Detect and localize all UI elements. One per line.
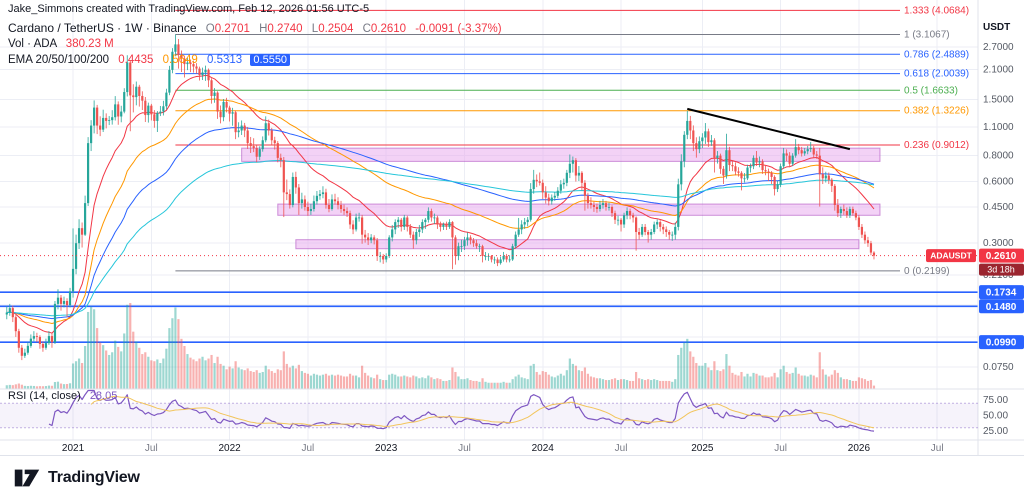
svg-text:0.236 (0.9012): 0.236 (0.9012) <box>904 140 969 151</box>
svg-text:2021: 2021 <box>62 443 85 454</box>
svg-text:1.1000: 1.1000 <box>983 122 1014 133</box>
svg-text:Jul: Jul <box>615 443 628 454</box>
svg-text:2022: 2022 <box>218 443 241 454</box>
svg-text:2026: 2026 <box>848 443 871 454</box>
svg-text:USDT: USDT <box>983 22 1010 33</box>
svg-text:2.1000: 2.1000 <box>983 64 1014 75</box>
svg-text:Jul: Jul <box>931 443 944 454</box>
rsi-pane[interactable]: 75.00 50.00 25.00 <box>0 389 1008 437</box>
svg-text:Jul: Jul <box>774 443 787 454</box>
price-axis[interactable]: USDT 2.7000 2.1000 1.5000 1.1000 0.8000 0.6000… <box>926 22 1024 373</box>
svg-text:1.333 (4.0684): 1.333 (4.0684) <box>904 5 969 16</box>
svg-text:2024: 2024 <box>532 443 555 454</box>
svg-text:0.6000: 0.6000 <box>983 176 1014 187</box>
svg-text:0.382 (1.3226): 0.382 (1.3226) <box>904 106 969 117</box>
svg-text:0.0990: 0.0990 <box>986 338 1017 349</box>
svg-text:75.00: 75.00 <box>983 395 1008 406</box>
svg-text:0.4500: 0.4500 <box>983 202 1014 213</box>
grid-layer <box>0 0 978 440</box>
symbol-title[interactable]: Cardano / TetherUS · 1W · Binance <box>8 21 197 35</box>
tradingview-brand-text[interactable]: TradingView <box>48 468 140 486</box>
hlines-layer[interactable] <box>0 291 978 343</box>
svg-text:0.1480: 0.1480 <box>986 302 1017 313</box>
svg-text:2025: 2025 <box>691 443 714 454</box>
chart-canvas[interactable]: 1.333 (4.0684) 1 (3.1067) 0.786 (2.4889) 0.… <box>0 0 1024 455</box>
svg-text:0.0750: 0.0750 <box>983 362 1014 373</box>
svg-text:Jul: Jul <box>145 443 158 454</box>
svg-text:0.786 (2.4889): 0.786 (2.4889) <box>904 49 969 60</box>
svg-text:0 (0.2199): 0 (0.2199) <box>904 266 950 277</box>
svg-text:2023: 2023 <box>375 443 398 454</box>
fib-layer[interactable]: 1.333 (4.0684) 1 (3.1067) 0.786 (2.4889) 0.… <box>175 5 969 277</box>
svg-text:0.3000: 0.3000 <box>983 238 1014 249</box>
svg-text:0.1734: 0.1734 <box>986 288 1017 299</box>
pane-separators <box>0 0 1024 455</box>
volume-layer <box>5 303 876 389</box>
drawings-layer[interactable] <box>0 107 978 257</box>
svg-text:1 (3.1067): 1 (3.1067) <box>904 29 950 40</box>
svg-text:ADAUSDT: ADAUSDT <box>930 251 972 261</box>
svg-text:0.618 (2.0039): 0.618 (2.0039) <box>904 69 969 80</box>
footer-bar: TradingView <box>0 455 1024 499</box>
svg-text:3d 18h: 3d 18h <box>987 265 1015 275</box>
svg-text:Jul: Jul <box>302 443 315 454</box>
svg-text:0.5 (1.6633): 0.5 (1.6633) <box>904 85 958 96</box>
candles-layer <box>5 34 876 361</box>
svg-text:Jul: Jul <box>458 443 471 454</box>
svg-text:1.5000: 1.5000 <box>983 94 1014 105</box>
tradingview-logo-icon[interactable] <box>14 467 40 489</box>
svg-text:0.8000: 0.8000 <box>983 151 1014 162</box>
svg-text:2.7000: 2.7000 <box>983 42 1014 53</box>
svg-text:50.00: 50.00 <box>983 411 1008 422</box>
svg-text:0.2610: 0.2610 <box>986 251 1017 262</box>
time-axis[interactable]: 2021 Jul 2022 Jul 2023 Jul 2024 Jul 2025 Jul 2026 J… <box>62 443 944 454</box>
svg-text:25.00: 25.00 <box>983 426 1008 437</box>
